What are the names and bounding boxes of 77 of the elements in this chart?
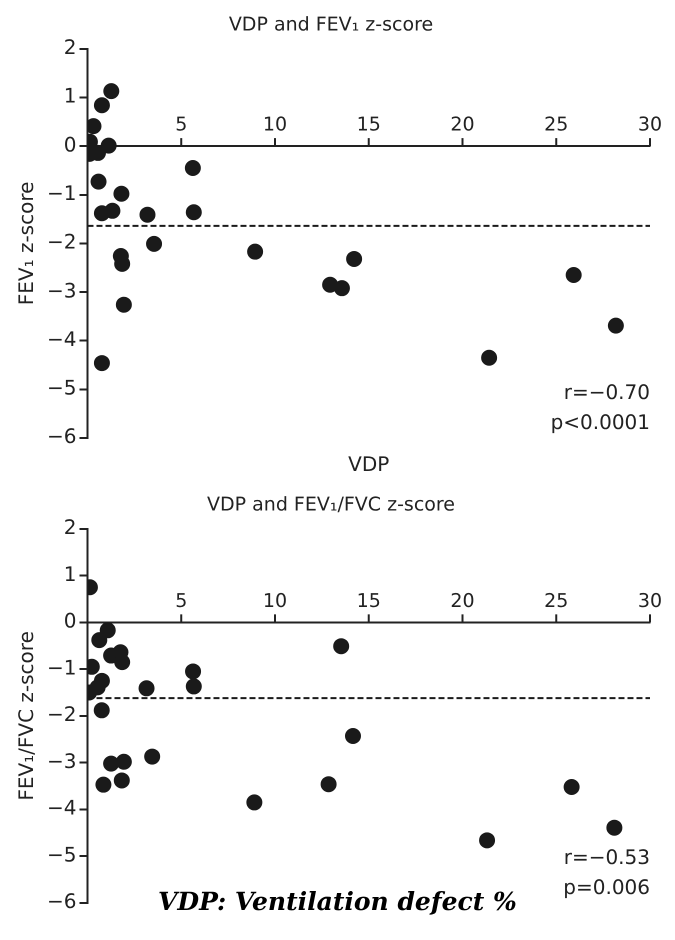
y-tick-label: −2 bbox=[47, 702, 76, 726]
x-tick-label: 5 bbox=[175, 590, 188, 612]
x-tick-label: 15 bbox=[356, 114, 381, 136]
x-tick-label: 25 bbox=[544, 114, 568, 136]
point bbox=[139, 206, 156, 223]
point bbox=[186, 678, 202, 694]
point bbox=[184, 160, 201, 176]
point bbox=[185, 663, 202, 680]
y-tick-label: 2 bbox=[64, 35, 76, 60]
point bbox=[608, 318, 624, 334]
x-tick-label: 20 bbox=[450, 114, 475, 136]
point bbox=[246, 794, 262, 810]
point bbox=[606, 820, 622, 836]
y-axis-title: FEV₁/FVC z-score bbox=[14, 631, 38, 801]
point bbox=[94, 702, 110, 718]
point bbox=[146, 236, 162, 252]
x-tick-label: 10 bbox=[262, 114, 288, 136]
chart-title: VDP and FEV₁/FVC z-score bbox=[207, 493, 455, 516]
annotation: p<0.0001 bbox=[550, 410, 650, 434]
point bbox=[103, 83, 120, 100]
y-tick-label: −4 bbox=[47, 796, 76, 820]
y-tick-label: −6 bbox=[47, 424, 76, 448]
y-tick-label: −1 bbox=[47, 180, 76, 205]
chart-title: VDP and FEV₁ z-score bbox=[228, 13, 434, 36]
x-tick-label: 30 bbox=[638, 114, 662, 136]
x-tick-label: 30 bbox=[638, 590, 662, 612]
point bbox=[479, 832, 496, 848]
point bbox=[114, 654, 130, 670]
point bbox=[564, 779, 580, 795]
y-tick-label: −3 bbox=[47, 278, 76, 302]
annotation: r=−0.53 bbox=[564, 845, 650, 870]
y-tick-label: −1 bbox=[47, 655, 76, 680]
x-tick-label: 10 bbox=[262, 590, 288, 612]
y-tick-label: 1 bbox=[64, 84, 76, 108]
point bbox=[104, 202, 120, 219]
point bbox=[116, 296, 132, 313]
point bbox=[100, 622, 116, 638]
x-tick-label: 25 bbox=[544, 590, 568, 612]
x-tick-label: 20 bbox=[450, 590, 475, 612]
y-tick-label: −5 bbox=[47, 376, 76, 400]
annotation: p=0.006 bbox=[563, 875, 650, 900]
point bbox=[94, 355, 110, 372]
x-tick-label: 5 bbox=[175, 114, 188, 136]
point bbox=[100, 138, 117, 154]
point bbox=[186, 204, 202, 220]
annotation: VDP: Ventilation defect % bbox=[158, 887, 517, 916]
point bbox=[320, 776, 337, 792]
y-tick-label: −3 bbox=[47, 748, 76, 773]
y-tick-label: −6 bbox=[47, 889, 76, 914]
x-axis-title: VDP bbox=[348, 452, 390, 476]
y-tick-label: −5 bbox=[47, 842, 76, 866]
point bbox=[344, 728, 361, 744]
point bbox=[247, 244, 264, 260]
point bbox=[481, 350, 498, 366]
point bbox=[334, 280, 350, 296]
point bbox=[144, 748, 160, 765]
point bbox=[138, 680, 155, 696]
x-tick-label: 15 bbox=[356, 590, 381, 612]
point bbox=[113, 186, 130, 202]
y-tick-label: 1 bbox=[64, 562, 76, 586]
y-tick-label: 0 bbox=[64, 132, 76, 156]
y-tick-label: 2 bbox=[64, 515, 76, 540]
point bbox=[116, 754, 132, 770]
y-tick-label: −4 bbox=[47, 326, 76, 351]
point bbox=[566, 267, 582, 284]
point bbox=[103, 756, 120, 772]
point bbox=[95, 776, 112, 793]
y-axis-title: FEV₁ z-score bbox=[14, 182, 38, 306]
point bbox=[346, 250, 362, 267]
point bbox=[114, 772, 130, 788]
point bbox=[94, 97, 110, 114]
y-tick-label: 0 bbox=[64, 608, 76, 633]
y-tick-label: −2 bbox=[47, 230, 76, 254]
point bbox=[91, 632, 108, 648]
annotation: r=−0.70 bbox=[564, 380, 650, 404]
point bbox=[90, 174, 107, 190]
point bbox=[333, 638, 350, 654]
